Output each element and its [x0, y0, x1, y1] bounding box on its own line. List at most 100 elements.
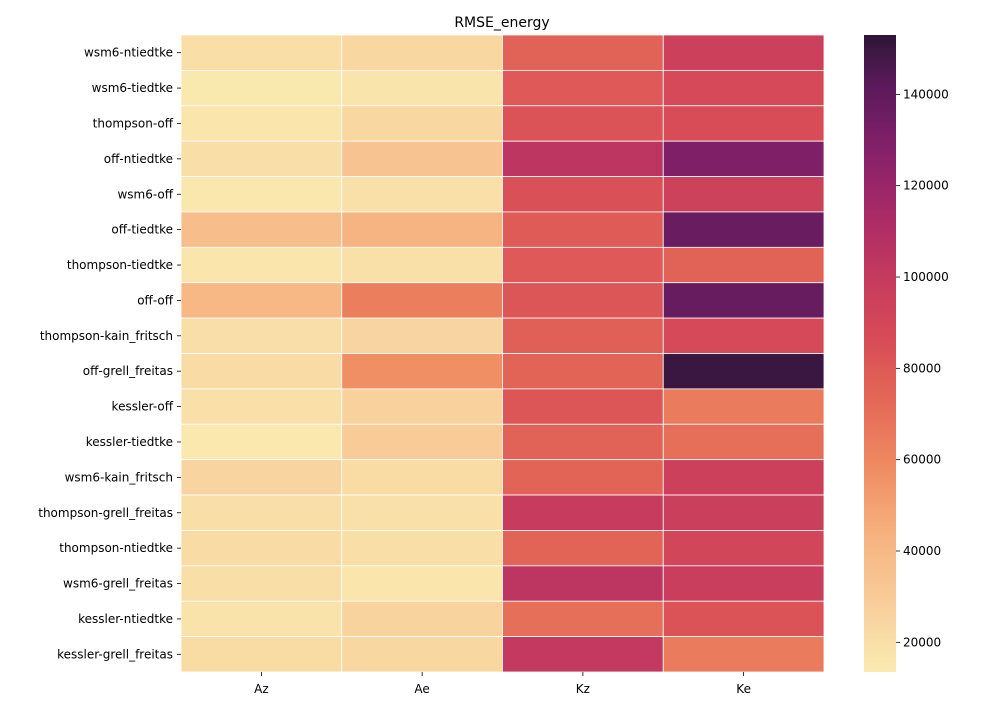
heatmap-cells — [180, 34, 825, 673]
colorbar-tick-label: 80000 — [903, 361, 941, 375]
row-label: thompson-off — [93, 116, 174, 130]
heatmap-cell — [180, 176, 343, 213]
heatmap-cell — [502, 565, 664, 602]
heatmap-cell — [341, 246, 503, 284]
heatmap-cell — [180, 140, 343, 177]
heatmap-cell — [502, 388, 664, 425]
chart-title: RMSE_energy — [454, 15, 549, 31]
heatmap-cell — [502, 176, 664, 213]
colorbar-tick-label: 20000 — [903, 635, 941, 649]
heatmap-cell — [502, 459, 664, 496]
heatmap-cell — [180, 565, 343, 602]
heatmap-cell — [662, 494, 825, 531]
heatmap-cell — [180, 388, 343, 425]
heatmap-cell — [662, 176, 825, 213]
heatmap-cell — [502, 317, 664, 354]
heatmap-cell — [180, 282, 343, 319]
row-label: kessler-ntiedtke — [78, 612, 173, 626]
heatmap-cell — [502, 423, 664, 461]
colorbar: 20000 40000 60000 80000 100000 120000 140000 — [864, 35, 949, 672]
column-label: Kz — [576, 682, 590, 696]
heatmap-cell — [341, 494, 503, 531]
heatmap-cell — [662, 530, 825, 567]
heatmap-cell — [662, 69, 825, 107]
row-label: thompson-grell_freitas — [38, 506, 173, 520]
heatmap-cell — [502, 494, 664, 531]
heatmap-cell — [341, 530, 503, 567]
row-labels: wsm6-ntiedtke wsm6-tiedtke thompson-off off… — [38, 46, 181, 661]
heatmap-cell — [180, 69, 343, 107]
heatmap-cell — [341, 353, 503, 390]
colorbar-gradient — [864, 35, 896, 672]
heatmap-cell — [180, 317, 343, 354]
heatmap-cell — [341, 636, 503, 673]
row-label: wsm6-tiedtke — [92, 81, 173, 95]
heatmap-cell — [662, 317, 825, 354]
heatmap-cell — [341, 69, 503, 107]
colorbar-tick-label: 140000 — [903, 87, 949, 101]
heatmap-cell — [341, 140, 503, 177]
colorbar-tick-label: 60000 — [903, 453, 941, 467]
heatmap-cell — [662, 600, 825, 638]
heatmap-cell — [662, 282, 825, 319]
heatmap-cell — [180, 600, 343, 638]
heatmap-cell — [662, 636, 825, 673]
row-label: wsm6-off — [117, 187, 173, 201]
row-label: off-off — [137, 293, 174, 307]
row-label: thompson-tiedtke — [67, 258, 173, 272]
heatmap-cell — [502, 246, 664, 284]
heatmap-cell — [502, 211, 664, 248]
heatmap-cell — [180, 423, 343, 461]
heatmap-cell — [662, 246, 825, 284]
heatmap-cell — [341, 388, 503, 425]
heatmap-cell — [662, 423, 825, 461]
heatmap-cell — [502, 105, 664, 142]
heatmap-cell — [502, 530, 664, 567]
column-label: Ae — [414, 682, 429, 696]
column-label: Az — [254, 682, 269, 696]
heatmap-cell — [341, 565, 503, 602]
heatmap-cell — [662, 353, 825, 390]
colorbar-tick-label: 120000 — [903, 179, 949, 193]
column-labels: Az Ae Kz Ke — [254, 672, 751, 696]
row-label: kessler-off — [112, 400, 174, 414]
heatmap-cell — [502, 34, 664, 71]
heatmap-cell — [341, 176, 503, 213]
heatmap-cell — [341, 282, 503, 319]
colorbar-tick-label: 40000 — [903, 544, 941, 558]
heatmap-cell — [341, 459, 503, 496]
heatmap-cell — [341, 600, 503, 638]
heatmap-cell — [341, 211, 503, 248]
heatmap-cell — [180, 105, 343, 142]
heatmap-cell — [180, 246, 343, 284]
heatmap-cell — [180, 34, 343, 71]
heatmap-cell — [180, 636, 343, 673]
row-label: wsm6-grell_freitas — [63, 577, 173, 591]
row-label: thompson-ntiedtke — [59, 541, 173, 555]
row-label: off-grell_freitas — [83, 364, 173, 378]
heatmap-cell — [341, 105, 503, 142]
heatmap-cell — [502, 636, 664, 673]
heatmap-cell — [180, 353, 343, 390]
heatmap-cell — [662, 105, 825, 142]
heatmap-cell — [662, 140, 825, 177]
column-label: Ke — [736, 682, 751, 696]
heatmap-cell — [180, 494, 343, 531]
row-label: off-tiedtke — [111, 223, 173, 237]
heatmap-cell — [502, 600, 664, 638]
row-label: wsm6-ntiedtke — [84, 46, 173, 60]
heatmap-cell — [341, 317, 503, 354]
heatmap-cell — [180, 459, 343, 496]
heatmap-cell — [341, 423, 503, 461]
heatmap-cell — [341, 34, 503, 71]
heatmap-cell — [502, 140, 664, 177]
row-label: thompson-kain_fritsch — [40, 329, 173, 343]
heatmap-cell — [502, 282, 664, 319]
heatmap-cell — [662, 388, 825, 425]
row-label: off-ntiedtke — [104, 152, 173, 166]
heatmap-cell — [662, 34, 825, 71]
heatmap-cell — [502, 69, 664, 107]
heatmap-cell — [502, 353, 664, 390]
colorbar-tick-label: 100000 — [903, 270, 949, 284]
